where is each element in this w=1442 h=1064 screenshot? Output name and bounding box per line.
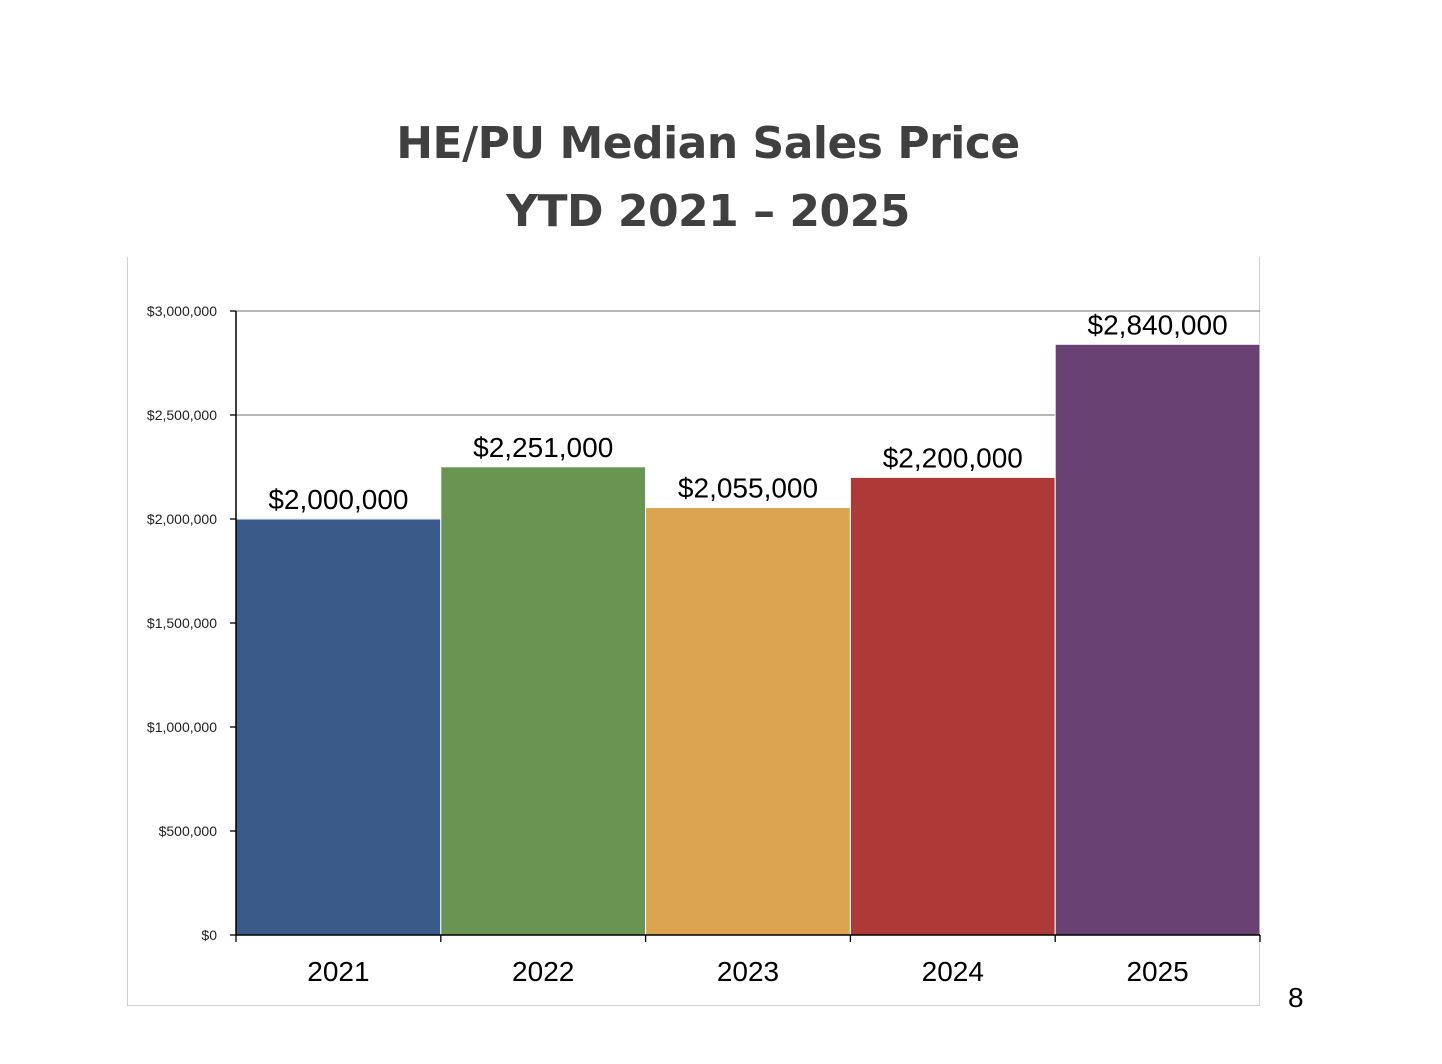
y-tick-label: $1,000,000 <box>147 719 217 735</box>
y-tick-label: $1,500,000 <box>147 615 217 631</box>
x-tick-label: 2024 <box>922 956 984 987</box>
page-number: 8 <box>1288 982 1304 1013</box>
data-label: $2,200,000 <box>883 442 1023 473</box>
y-tick-label: $0 <box>201 927 217 943</box>
data-label: $2,055,000 <box>678 473 818 504</box>
y-tick-label: $2,500,000 <box>147 407 217 423</box>
bar-2021 <box>235 518 442 936</box>
bar-2025 <box>1054 343 1261 936</box>
y-tick-label: $2,000,000 <box>147 511 217 527</box>
x-tick-label: 2025 <box>1126 956 1188 987</box>
y-tick-label: $500,000 <box>159 823 218 839</box>
x-tick-label: 2023 <box>717 956 779 987</box>
chart-title: HE/PU Median Sales Price <box>396 118 1020 169</box>
data-label: $2,000,000 <box>268 484 408 515</box>
data-label: $2,840,000 <box>1088 309 1228 340</box>
bar-2022 <box>440 466 647 936</box>
data-label: $2,251,000 <box>473 432 613 463</box>
x-tick-label: 2022 <box>512 956 574 987</box>
bar-2023 <box>645 507 851 936</box>
bar-2024 <box>849 476 1056 936</box>
x-tick-label: 2021 <box>307 956 369 987</box>
chart-subtitle: YTD 2021 – 2025 <box>506 186 910 237</box>
y-tick-label: $3,000,000 <box>147 303 217 319</box>
